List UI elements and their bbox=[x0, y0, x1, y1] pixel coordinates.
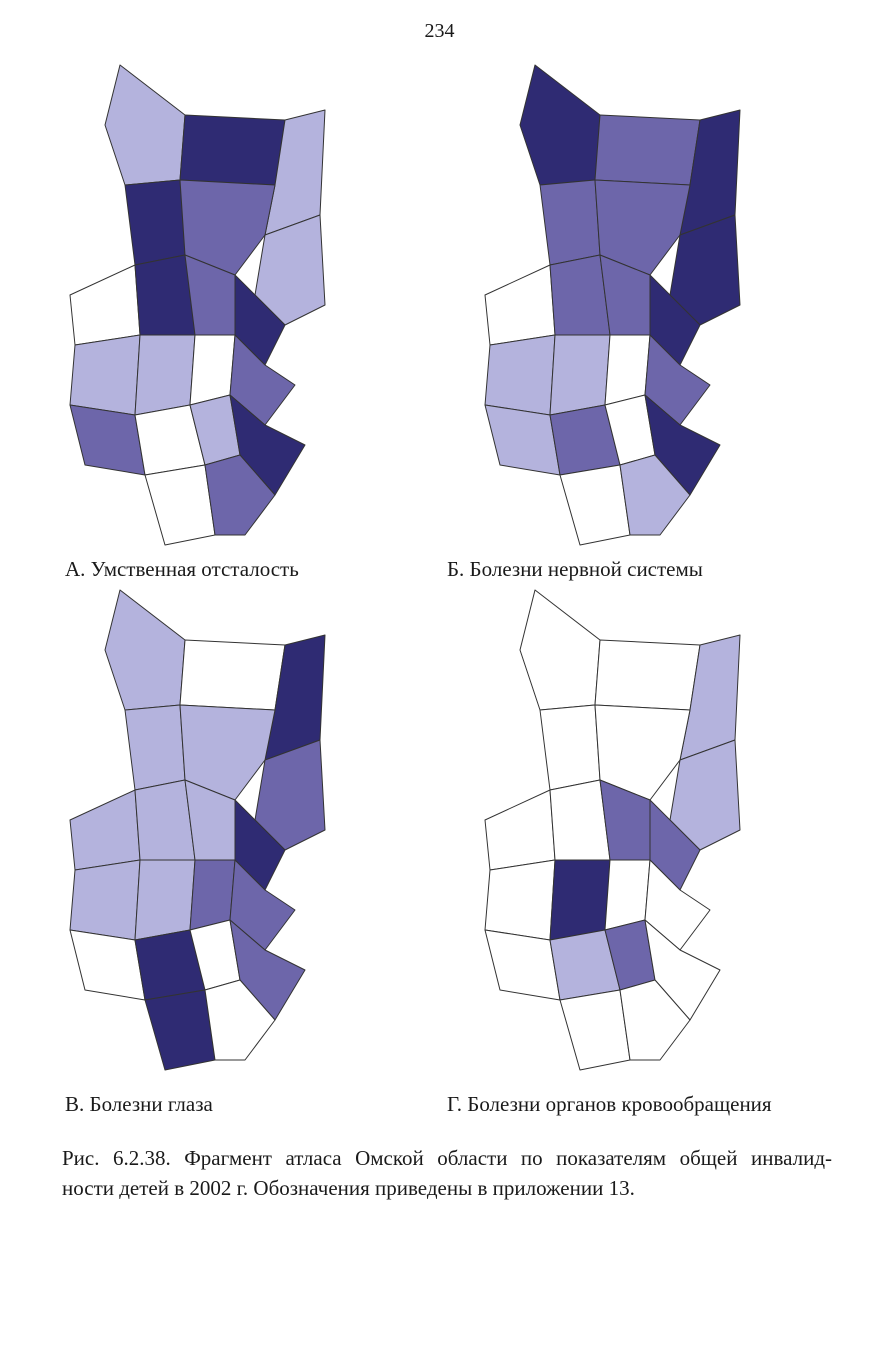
district bbox=[229, 334, 296, 426]
district bbox=[519, 64, 601, 186]
district bbox=[484, 859, 556, 941]
district bbox=[644, 859, 711, 951]
district bbox=[594, 179, 691, 276]
page-number: 234 bbox=[424, 20, 455, 42]
district bbox=[559, 464, 631, 546]
district bbox=[644, 919, 721, 1021]
district bbox=[104, 589, 186, 711]
district bbox=[619, 979, 691, 1061]
district bbox=[124, 704, 186, 791]
district bbox=[134, 334, 196, 416]
district bbox=[669, 739, 741, 851]
district bbox=[549, 859, 611, 941]
district bbox=[179, 114, 286, 186]
map-caption: В. Болезни глаза bbox=[65, 1092, 213, 1116]
district bbox=[204, 454, 276, 536]
district bbox=[484, 334, 556, 416]
district bbox=[594, 639, 701, 711]
district bbox=[179, 704, 276, 801]
map-caption: Г. Болезни органов кровообращения bbox=[447, 1092, 772, 1116]
caption-line: ности детей в 2002 г. Обозначения привед… bbox=[62, 1176, 635, 1200]
district bbox=[539, 179, 601, 266]
district bbox=[484, 929, 561, 1001]
district bbox=[179, 639, 286, 711]
district bbox=[69, 859, 141, 941]
district bbox=[254, 739, 326, 851]
district bbox=[189, 334, 236, 406]
map-caption: Б. Болезни нервной системы bbox=[447, 557, 703, 581]
district bbox=[104, 64, 186, 186]
caption-line: Рис. 6.2.38. Фрагмент атласа Омской обла… bbox=[62, 1146, 832, 1170]
district bbox=[604, 334, 651, 406]
district bbox=[234, 274, 286, 366]
district bbox=[229, 859, 296, 951]
district bbox=[254, 214, 326, 326]
district bbox=[69, 929, 146, 1001]
map-caption: А. Умственная отсталость bbox=[65, 557, 299, 581]
district bbox=[619, 454, 691, 536]
district bbox=[144, 989, 216, 1071]
district bbox=[234, 799, 286, 891]
district bbox=[69, 334, 141, 416]
district bbox=[134, 859, 196, 941]
district bbox=[604, 859, 651, 931]
district bbox=[669, 214, 741, 326]
district bbox=[229, 394, 306, 496]
district bbox=[69, 789, 141, 871]
district bbox=[484, 264, 556, 346]
district bbox=[594, 704, 691, 801]
district bbox=[189, 859, 236, 931]
district bbox=[649, 799, 701, 891]
district bbox=[179, 179, 276, 276]
district bbox=[484, 789, 556, 871]
district bbox=[649, 274, 701, 366]
district bbox=[144, 464, 216, 546]
district bbox=[539, 704, 601, 791]
district bbox=[484, 404, 561, 476]
district bbox=[559, 989, 631, 1071]
district bbox=[204, 979, 276, 1061]
figure-caption: Рис. 6.2.38. Фрагмент атласа Омской обла… bbox=[62, 1143, 832, 1203]
district bbox=[644, 394, 721, 496]
district bbox=[594, 114, 701, 186]
district bbox=[229, 919, 306, 1021]
district bbox=[519, 589, 601, 711]
district bbox=[549, 334, 611, 416]
district bbox=[69, 264, 141, 346]
district bbox=[69, 404, 146, 476]
district bbox=[124, 179, 186, 266]
district bbox=[644, 334, 711, 426]
